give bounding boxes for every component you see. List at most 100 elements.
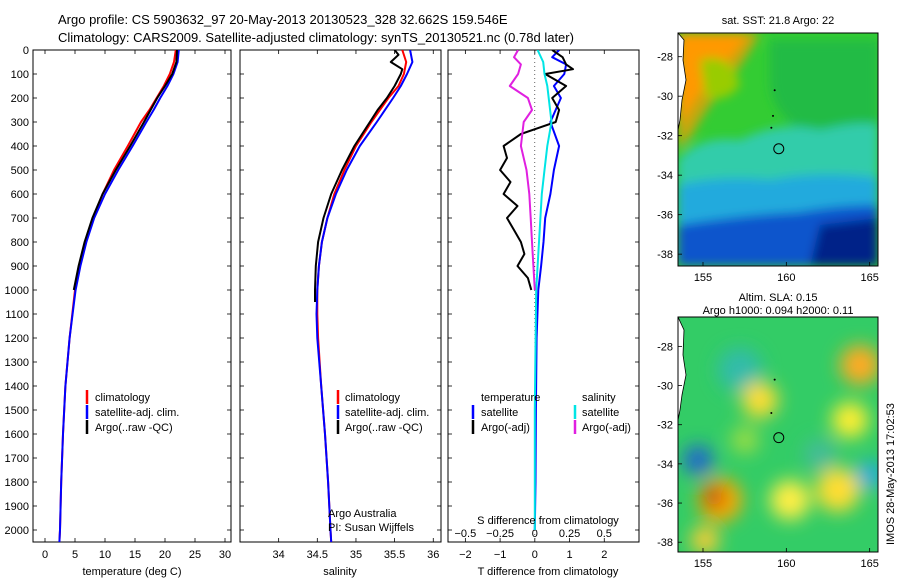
sst-yellow-green-patch [700, 57, 740, 99]
salinity-panel: 34 34.5 35 35.5 36 [239, 49, 442, 561]
x-tick-label: 2 [601, 549, 607, 561]
legend-label-climatology: climatology [345, 392, 401, 404]
y-tick-label: 1800 [5, 477, 29, 489]
sla-warm-eddy [816, 468, 860, 512]
plot-frame [32, 49, 232, 543]
map-y-tick-label: -36 [657, 498, 673, 510]
legend-label-t-satellite: satellite [481, 407, 518, 419]
sla-track-point [770, 411, 773, 414]
salinity-annotation-1: Argo Australia [328, 508, 397, 520]
sla-cool-eddy [804, 439, 836, 471]
y-tick-label: 1400 [5, 381, 29, 393]
sla-cold-eddy [683, 445, 713, 475]
y-tick-label: 1500 [5, 405, 29, 417]
argo-location-marker [773, 143, 785, 155]
legend-label-t-argo: Argo(-adj) [481, 422, 530, 434]
header-line-2: Climatology: CARS2009. Satellite-adjuste… [58, 30, 574, 45]
y-tick-label: 1000 [5, 285, 29, 297]
sla-field [683, 345, 878, 552]
x-tick-label: −2 [459, 549, 472, 561]
legend-label-climatology: climatology [95, 392, 151, 404]
x-tick-label: 1 [566, 549, 572, 561]
x-tick-label: 30 [219, 549, 231, 561]
series-line-satellite [58, 50, 180, 542]
sla-warm-eddy [691, 526, 719, 552]
map-y-tick-label: -38 [657, 537, 673, 549]
map-y-tick-label: -28 [657, 52, 673, 64]
credit-text: IMOS 28-May-2013 17:02:53 [885, 403, 897, 545]
x-tick-label: 20 [159, 549, 171, 561]
y-tick-label: 1700 [5, 453, 29, 465]
legend-title-salinity: salinity [582, 392, 616, 404]
sla-warm-eddy [832, 402, 868, 438]
map-x-tick-label: 155 [694, 558, 712, 570]
temperature-panel: 0100200300400500600700800900100011001200… [5, 45, 232, 561]
temperature-xlabel: temperature (deg C) [82, 566, 181, 578]
y-tick-label: 1600 [5, 429, 29, 441]
argo-location-marker [773, 432, 785, 444]
map-y-tick-label: -32 [657, 420, 673, 432]
y-tick-label: 200 [11, 93, 29, 105]
series-line-s-argo [508, 50, 536, 291]
map-y-tick-label: -34 [657, 459, 673, 471]
legend-label-s-argo: Argo(-adj) [582, 422, 631, 434]
map-y-tick-label: -30 [657, 91, 673, 103]
legend-label-argo: Argo(..raw -QC) [95, 422, 173, 434]
sst-dark-blue-patch [810, 218, 878, 266]
x-tick-label: 36 [427, 549, 439, 561]
x-tick-label: 0 [42, 549, 48, 561]
x-tick-label: 34 [273, 549, 285, 561]
x-tick-label: 0 [532, 549, 538, 561]
legend-label-argo: Argo(..raw -QC) [345, 422, 423, 434]
y-tick-label: 2000 [5, 525, 29, 537]
map-y-tick-label: -32 [657, 131, 673, 143]
salinity-xlabel: salinity [323, 566, 357, 578]
y-tick-label: 0 [23, 45, 29, 57]
plot-frame [447, 49, 640, 543]
sst-track-point [772, 114, 774, 117]
temperature-legend: climatology satellite-adj. clim. Argo(..… [85, 390, 179, 434]
map-y-tick-label: -38 [657, 249, 673, 261]
sst-track-point [770, 126, 773, 129]
y-tick-label: 300 [11, 117, 29, 129]
difference-top-label: S difference from climatology [477, 515, 619, 527]
map-y-tick-label: -30 [657, 381, 673, 393]
sla-warm-eddy [770, 480, 810, 520]
difference-legend: temperature salinity satellite Argo(-adj… [471, 392, 631, 434]
y-tick-label: 1300 [5, 357, 29, 369]
map-x-tick-label: 165 [860, 558, 878, 570]
sst-field [678, 33, 878, 266]
x-tick-label: 35.5 [384, 549, 405, 561]
sla-map [678, 317, 878, 552]
y-tick-label: 1100 [5, 309, 29, 321]
map-y-tick-label: -36 [657, 210, 673, 222]
series-group [58, 50, 180, 542]
sla-map-title-1: Altim. SLA: 0.15 [739, 292, 818, 304]
map-y-tick-label: -34 [657, 170, 673, 182]
x-tick-label: 34.5 [307, 549, 328, 561]
sla-map-title-2: Argo h1000: 0.094 h2000: 0.11 [703, 305, 854, 317]
series-group [499, 50, 574, 542]
legend-label-satellite: satellite-adj. clim. [95, 407, 179, 419]
map-x-tick-label: 155 [694, 272, 712, 284]
x-tick-label: 35 [350, 549, 362, 561]
y-tick-label: 900 [11, 261, 29, 273]
x-tick-label: 5 [72, 549, 78, 561]
series-group [314, 50, 414, 542]
sst-map-ticks: 155 160 165 -28 -30 -32 -34 -36 -38 [657, 52, 879, 284]
y-tick-label: 500 [11, 165, 29, 177]
map-x-tick-label: 160 [777, 558, 795, 570]
difference-panel: −2 −1 0 1 2−0.5 −0.25 0 0.25 0.5 [447, 49, 640, 561]
y-tick-label: 1200 [5, 333, 29, 345]
legend-label-satellite: satellite-adj. clim. [345, 407, 429, 419]
y-tick-label: 600 [11, 189, 29, 201]
x-tick-label: 15 [129, 549, 141, 561]
s-tick-label: 0.25 [559, 528, 580, 540]
y-tick-label: 700 [11, 213, 29, 225]
sla-track-point [773, 378, 776, 381]
map-x-tick-label: 165 [860, 272, 878, 284]
difference-xlabel: T difference from climatology [478, 566, 619, 578]
sst-map-frame [677, 32, 879, 267]
sla-cool-eddy [718, 348, 762, 392]
